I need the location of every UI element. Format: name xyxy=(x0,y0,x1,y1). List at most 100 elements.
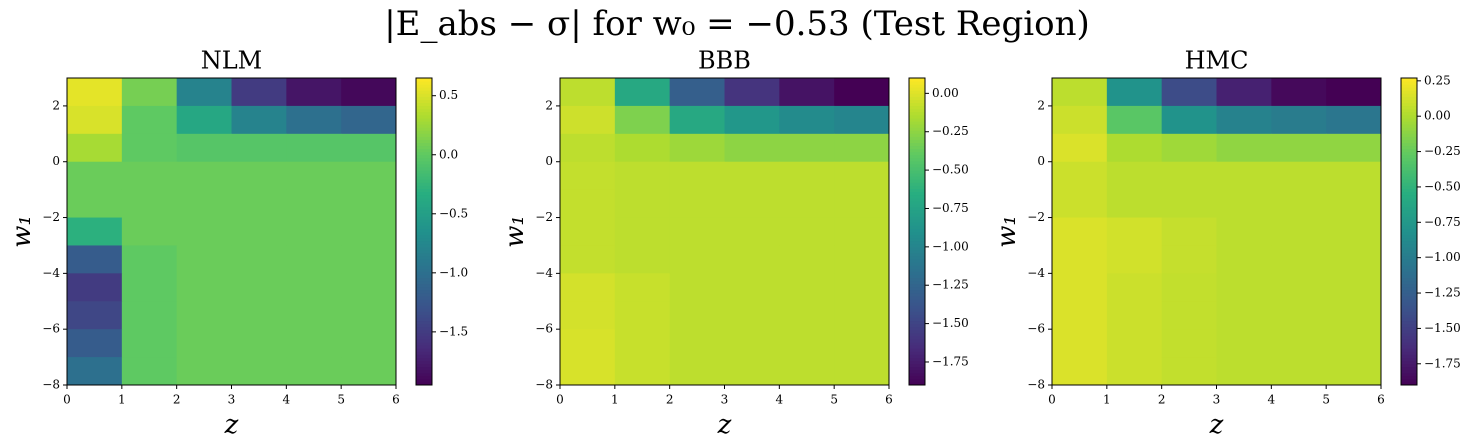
y-tick-label: 2 xyxy=(545,98,553,112)
heatmap-cell xyxy=(779,245,835,274)
colorbar-step xyxy=(1401,320,1417,325)
heatmap-cell xyxy=(1161,329,1217,358)
heatmap-cell xyxy=(1052,133,1108,163)
heatmap-cell xyxy=(121,217,178,246)
heatmap-cell xyxy=(121,161,178,191)
colorbar-step xyxy=(1401,369,1417,374)
heatmap-cell xyxy=(834,133,890,163)
colorbar-step xyxy=(909,246,925,251)
heatmap-cell xyxy=(67,217,123,246)
y-tick-label: −6 xyxy=(1027,322,1045,336)
colorbar-step xyxy=(909,240,925,245)
colorbar-step xyxy=(416,163,432,168)
heatmap-cell xyxy=(176,273,232,302)
heatmap-cell xyxy=(724,133,780,163)
heatmap-cell xyxy=(286,245,342,274)
colorbar-tick-label: −1.75 xyxy=(932,354,969,368)
colorbar-step xyxy=(1401,354,1417,358)
colorbar-step xyxy=(909,157,925,162)
colorbar-step xyxy=(1401,332,1417,337)
heatmap-cell xyxy=(779,133,835,163)
heatmap-cell xyxy=(834,301,890,330)
colorbar-step xyxy=(416,378,432,383)
x-tick-label: 3 xyxy=(228,393,236,407)
colorbar-step xyxy=(416,127,432,131)
heatmap-cell xyxy=(1271,217,1327,246)
heatmap-cell xyxy=(1216,105,1272,135)
y-tick-label: 2 xyxy=(1037,98,1045,112)
heatmap-cell xyxy=(669,301,725,330)
colorbar-step xyxy=(1401,117,1417,122)
colorbar-step xyxy=(909,342,925,346)
colorbar-step xyxy=(416,286,432,291)
colorbar-step xyxy=(1401,338,1417,343)
heatmap-cell xyxy=(1161,78,1217,107)
colorbar-step xyxy=(416,167,432,171)
colorbar-step xyxy=(1401,317,1417,322)
heatmap-cell xyxy=(669,189,725,219)
colorbar-step xyxy=(1401,234,1417,239)
colorbar-step xyxy=(909,203,925,208)
x-tick-label: 0 xyxy=(1048,393,1056,407)
colorbar-step xyxy=(416,335,432,340)
heatmap-cell xyxy=(614,357,671,386)
heatmap-cell xyxy=(724,161,780,191)
colorbar-step xyxy=(416,338,432,343)
colorbar-tick-label: −1.5 xyxy=(439,324,468,338)
heatmap-cell xyxy=(1106,105,1163,135)
colorbar-step xyxy=(909,308,925,312)
heatmap-cell xyxy=(834,273,890,302)
colorbar-tick-label: −1.50 xyxy=(1424,321,1461,335)
colorbar-step xyxy=(1401,256,1417,260)
colorbar-tick-label: −0.75 xyxy=(932,201,969,215)
heatmap-cell xyxy=(560,189,616,219)
colorbar-step xyxy=(909,234,925,239)
colorbar-step xyxy=(909,117,925,122)
heatmap-cell xyxy=(1326,301,1382,330)
colorbar-step xyxy=(909,148,925,153)
colorbar-step xyxy=(416,292,432,297)
heatmap-cell xyxy=(1216,78,1272,107)
y-tick-label: 0 xyxy=(545,154,553,168)
colorbar-step xyxy=(416,219,432,223)
colorbar-step xyxy=(909,381,925,386)
colorbar-step xyxy=(1401,231,1417,236)
colorbar-step xyxy=(909,197,925,202)
colorbar-step xyxy=(1401,176,1417,180)
colorbar-step xyxy=(416,133,432,137)
colorbar-step xyxy=(416,302,432,306)
x-tick-label: 5 xyxy=(830,393,838,407)
colorbar-frame xyxy=(415,77,433,386)
y-tick-label: −6 xyxy=(535,322,553,336)
heatmap-cell xyxy=(1106,78,1163,107)
colorbar-step xyxy=(1401,286,1417,291)
colorbar-step xyxy=(909,222,925,226)
colorbar-step xyxy=(416,170,432,174)
heatmap-cell xyxy=(1052,329,1108,358)
heatmap-cell xyxy=(779,217,835,246)
colorbar-step xyxy=(909,348,925,352)
heatmap-cell xyxy=(67,78,123,107)
colorbar-tick-label: 0.00 xyxy=(932,86,959,100)
colorbar-tick-label: −1.0 xyxy=(439,265,468,279)
colorbar-step xyxy=(909,133,925,137)
colorbar-step xyxy=(909,93,925,97)
colorbar-step xyxy=(1401,185,1417,190)
colorbar-step xyxy=(416,372,432,377)
heatmap-cell xyxy=(1216,357,1272,386)
colorbar-step xyxy=(1401,160,1417,165)
heatmap-cell xyxy=(560,105,616,135)
colorbar-step xyxy=(909,130,925,134)
colorbar-step xyxy=(909,200,925,205)
heatmap-cell xyxy=(724,301,780,330)
heatmap-cell xyxy=(1326,357,1382,386)
heatmap-cell xyxy=(231,329,287,358)
colorbar-step xyxy=(909,314,925,318)
y-tick-label: −4 xyxy=(535,266,553,280)
y-axis-label: w₁ xyxy=(7,215,37,248)
colorbar-step xyxy=(1401,170,1417,174)
heatmap-cell xyxy=(121,133,178,163)
colorbar-step xyxy=(1401,84,1417,88)
heatmap-cell xyxy=(1052,217,1108,246)
colorbar-step xyxy=(909,191,925,196)
